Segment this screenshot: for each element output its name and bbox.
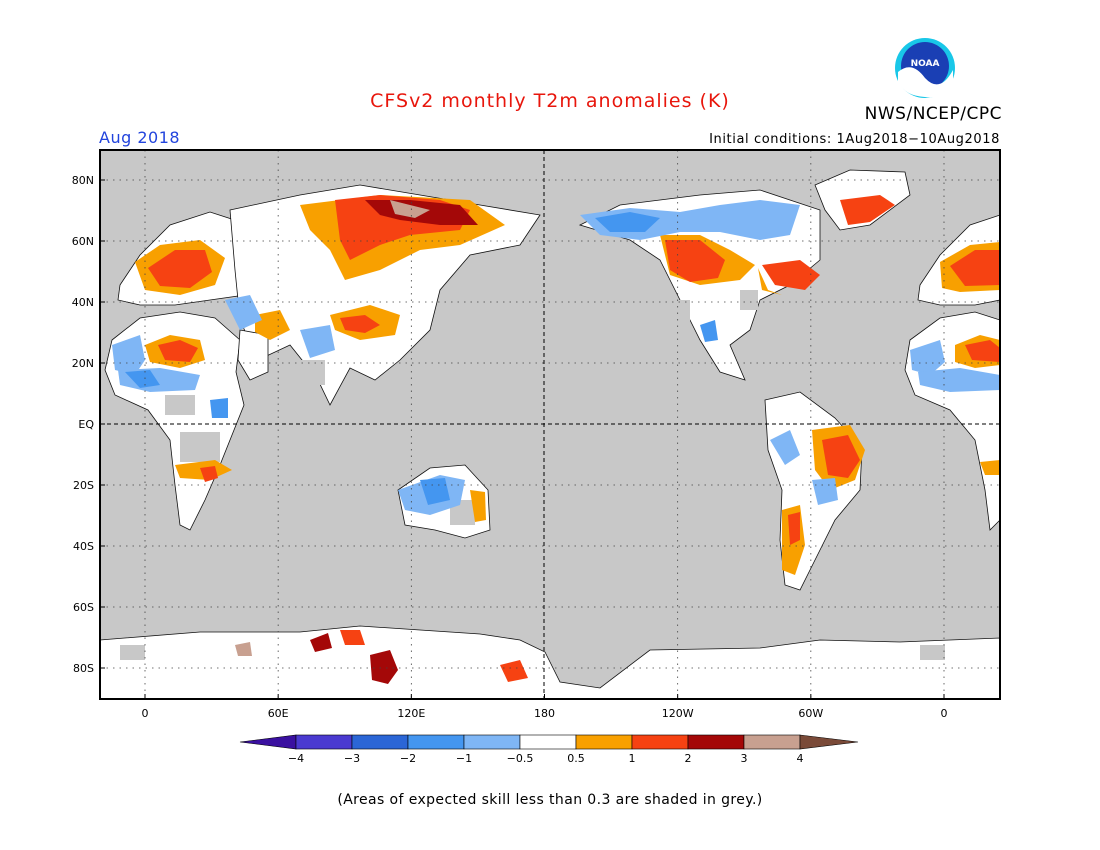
lat-label: 60S (73, 601, 94, 614)
initial-conditions: Initial conditions: 1Aug2018−10Aug2018 (709, 132, 1000, 147)
colorbar-segment (519, 734, 577, 750)
latitude-labels: 80N 60N 40N 20N EQ 20S 40S 60S 80S (72, 174, 105, 675)
noaa-logo-text: NOAA (911, 59, 940, 69)
forecast-month: Aug 2018 (99, 128, 181, 147)
lon-label: 0 (941, 707, 948, 720)
colorbar-segment (239, 734, 297, 750)
lat-label: 40S (73, 540, 94, 553)
lat-label: EQ (78, 418, 94, 431)
lat-label: 20N (72, 357, 94, 370)
lon-label: 60W (798, 707, 823, 720)
colorbar-label: −3 (344, 752, 360, 765)
colorbar-segment (295, 734, 353, 750)
longitude-labels: 0 60E 120E 180 120W 60W 0 (142, 694, 948, 720)
anomaly-patches (112, 195, 1000, 684)
lon-label: 60E (268, 707, 289, 720)
colorbar-segment (631, 734, 689, 750)
lon-label: 120E (397, 707, 425, 720)
lat-label: 40N (72, 296, 94, 309)
colorbar-segment (799, 734, 859, 750)
colorbar-segment (407, 734, 465, 750)
colorbar-label: 2 (685, 752, 692, 765)
organization-label: NWS/NCEP/CPC (864, 104, 1002, 124)
colorbar-segment (575, 734, 633, 750)
skill-footnote: (Areas of expected skill less than 0.3 a… (337, 792, 763, 808)
lon-label: 120W (662, 707, 694, 720)
lat-label: 20S (73, 479, 94, 492)
colorbar-segment (687, 734, 745, 750)
colorbar-label: 0.5 (567, 752, 585, 765)
colorbar-label: 4 (797, 752, 804, 765)
colorbar-segment (463, 734, 521, 750)
lon-label: 0 (142, 707, 149, 720)
noaa-logo: NOAA (895, 38, 955, 98)
colorbar-segment (743, 734, 801, 750)
lon-label: 180 (534, 707, 555, 720)
colorbar: −4 −3 −2 −1 −0.5 0.5 1 2 3 4 (239, 734, 859, 765)
colorbar-label: 3 (741, 752, 748, 765)
lat-label: 80S (73, 662, 94, 675)
colorbar-label: 1 (629, 752, 636, 765)
lat-label: 60N (72, 235, 94, 248)
colorbar-label: −1 (456, 752, 472, 765)
colorbar-label: −4 (288, 752, 304, 765)
lat-label: 80N (72, 174, 94, 187)
map-title: CFSv2 monthly T2m anomalies (K) (370, 90, 730, 112)
colorbar-label: −0.5 (507, 752, 534, 765)
colorbar-segment (351, 734, 409, 750)
colorbar-label: −2 (400, 752, 416, 765)
